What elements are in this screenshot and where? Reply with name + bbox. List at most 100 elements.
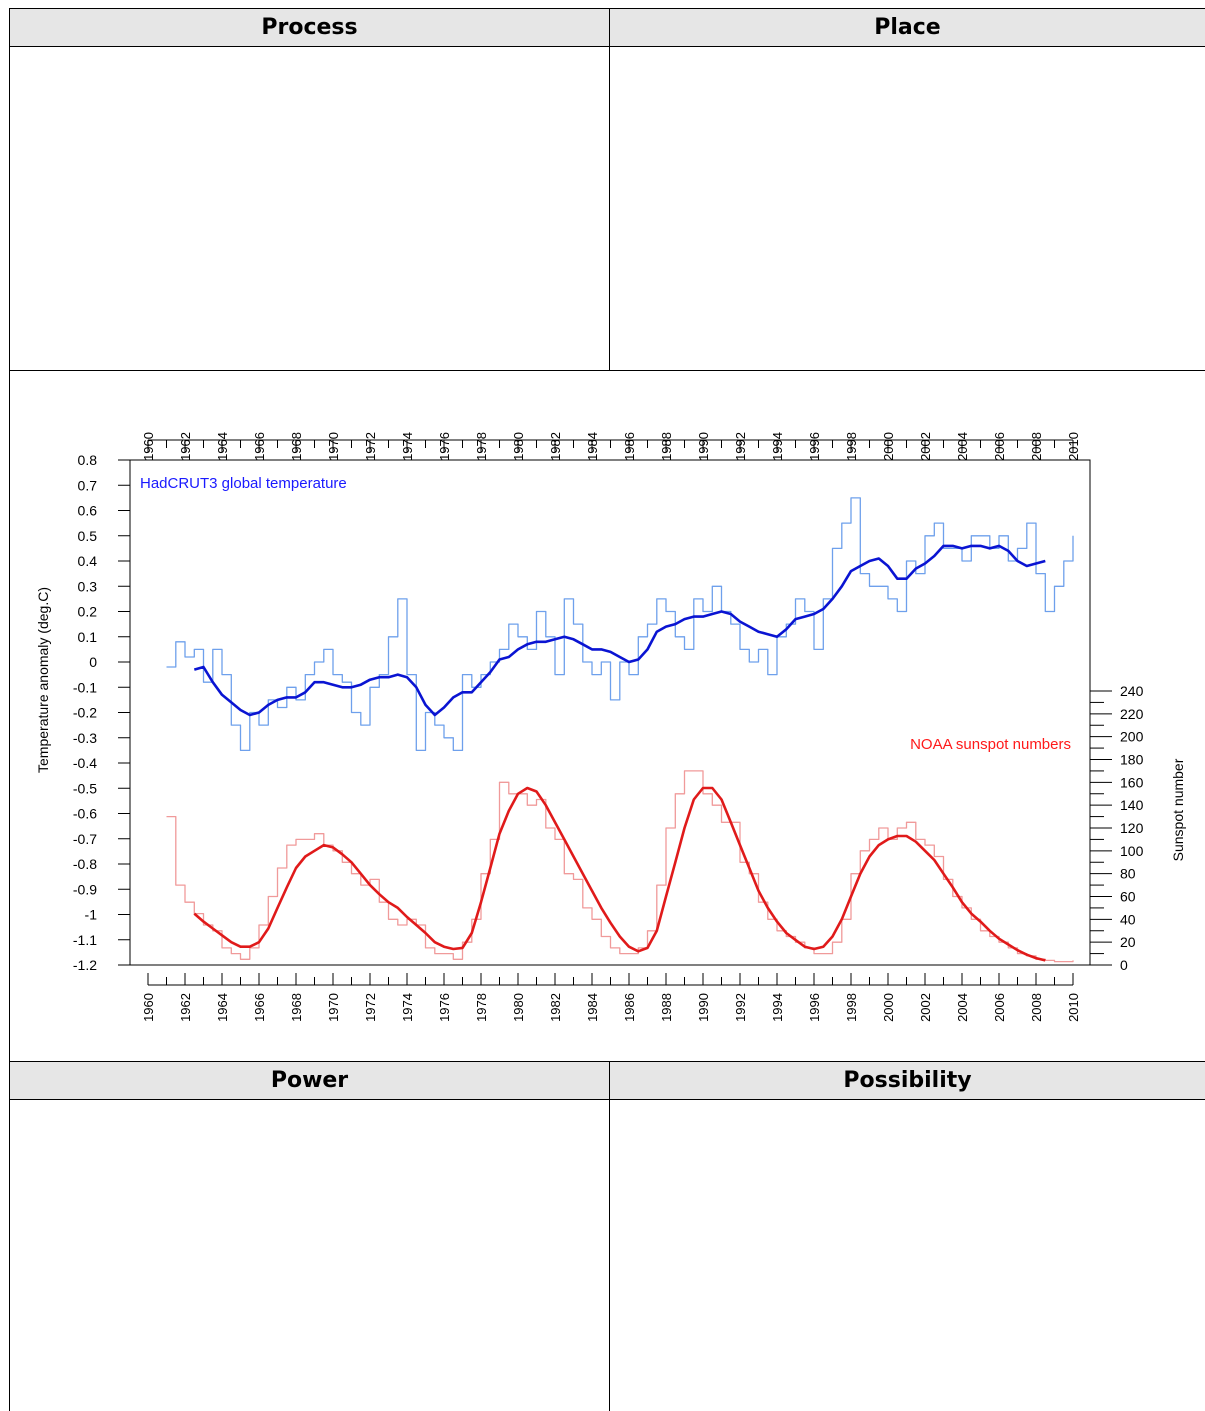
bottom-year-label: 2008: [1029, 993, 1044, 1022]
top-year-label: 1990: [696, 432, 711, 461]
top-year-label: 1962: [178, 432, 193, 461]
table-border-row3-header: [9, 1099, 1205, 1100]
header-possibility: Possibility: [610, 1062, 1205, 1100]
temperature-smoothed-line: [193, 544, 1046, 717]
header-place: Place: [610, 9, 1205, 47]
left-axis-tick-label: 0.8: [78, 452, 98, 468]
bottom-year-label: 2006: [992, 993, 1007, 1022]
right-axis-tick-label: 100: [1120, 843, 1144, 859]
temperature-raw-line: [166, 497, 1074, 752]
right-axis-tick-label: 120: [1120, 820, 1144, 836]
top-year-label: 1972: [363, 432, 378, 461]
bottom-year-label: 1966: [252, 993, 267, 1022]
top-year-label: 2006: [992, 432, 1007, 461]
right-axis-tick-label: 140: [1120, 797, 1144, 813]
bottom-year-label: 1990: [696, 993, 711, 1022]
bottom-year-label: 1960: [141, 993, 156, 1022]
header-possibility-label: Possibility: [843, 1068, 972, 1093]
bottom-year-label: 1996: [807, 993, 822, 1022]
left-axis-tick-label: -0.2: [73, 705, 97, 721]
left-axis-tick-label: 0.4: [78, 553, 98, 569]
right-axis-tick-label: 160: [1120, 774, 1144, 790]
bottom-year-label: 1972: [363, 993, 378, 1022]
table-divider-bottom: [609, 1061, 610, 1411]
header-power: Power: [10, 1062, 609, 1100]
sunspot-smoothed-line: [193, 786, 1046, 962]
top-year-label: 1982: [548, 432, 563, 461]
table-border-row1-header: [9, 46, 1205, 47]
left-axis-tick-label: -0.6: [73, 806, 97, 822]
left-axis-tick-label: 0.2: [78, 604, 98, 620]
bottom-year-label: 2000: [881, 993, 896, 1022]
right-axis-tick-label: 40: [1120, 911, 1136, 927]
bottom-year-label: 1986: [622, 993, 637, 1022]
left-axis-tick-label: -0.8: [73, 856, 97, 872]
bottom-year-label: 1976: [437, 993, 452, 1022]
top-year-label: 1974: [400, 432, 415, 461]
bottom-year-label: 1994: [770, 993, 785, 1022]
left-axis-tick-label: -0.4: [73, 755, 97, 771]
left-axis-tick-label: 0.1: [78, 629, 98, 645]
left-axis-tick-label: 0.7: [78, 477, 98, 493]
right-axis-tick-label: 200: [1120, 729, 1144, 745]
header-power-label: Power: [270, 1068, 349, 1093]
table-border-top: [9, 8, 1205, 9]
bottom-year-label: 1964: [215, 993, 230, 1022]
left-axis-label: Temperature anomaly (deg.C): [35, 587, 51, 773]
right-axis-tick-label: 20: [1120, 934, 1136, 950]
right-axis-tick-label: 220: [1120, 706, 1144, 722]
left-axis-tick-label: -0.1: [73, 679, 97, 695]
top-year-label: 1992: [733, 432, 748, 461]
top-year-label: 2004: [955, 432, 970, 461]
bottom-year-label: 1984: [585, 993, 600, 1022]
left-axis-tick-label: 0.3: [78, 578, 98, 594]
top-year-label: 2010: [1066, 432, 1081, 461]
left-axis-tick-label: -1.1: [73, 932, 97, 948]
table-border-row2-top: [9, 370, 1205, 371]
top-year-label: 1960: [141, 432, 156, 461]
left-axis-tick-label: -1: [85, 907, 98, 923]
right-axis-label: Sunspot number: [1170, 758, 1186, 861]
top-year-label: 1978: [474, 432, 489, 461]
left-axis-tick-label: 0: [89, 654, 97, 670]
plot-frame: [129, 459, 1091, 966]
top-year-label: 1994: [770, 432, 785, 461]
left-axis-tick-label: -0.3: [73, 730, 97, 746]
bottom-year-label: 1982: [548, 993, 563, 1022]
bottom-year-label: 1998: [844, 993, 859, 1022]
left-axis-tick-label: -0.9: [73, 881, 97, 897]
bottom-year-label: 1992: [733, 993, 748, 1022]
left-axis-tick-label: -1.2: [73, 957, 97, 973]
right-axis-tick-label: 80: [1120, 866, 1136, 882]
sunspot-annotation: NOAA sunspot numbers: [910, 736, 1071, 753]
bottom-year-label: 1962: [178, 993, 193, 1022]
bottom-year-label: 1988: [659, 993, 674, 1022]
bottom-year-label: 2010: [1066, 993, 1081, 1022]
bottom-year-axis: 1960 1962 1964 1966 1968 1970 1972 1974 1976 1978…: [141, 973, 1081, 1022]
table-border-row3-top: [9, 1061, 1205, 1062]
left-axis-tick-label: -0.5: [73, 780, 97, 796]
top-year-label: 1998: [844, 432, 859, 461]
bottom-year-label: 1974: [400, 993, 415, 1022]
top-year-label: 1968: [289, 432, 304, 461]
top-year-label: 1980: [511, 432, 526, 461]
top-year-label: 2000: [881, 432, 896, 461]
top-year-label: 1996: [807, 432, 822, 461]
left-axis-tick-label: 0.6: [78, 503, 98, 519]
header-process: Process: [10, 9, 609, 47]
right-axis-tick-label: 240: [1120, 683, 1144, 699]
top-year-label: 1988: [659, 432, 674, 461]
top-year-label: 1976: [437, 432, 452, 461]
sunspot-raw-line: [166, 770, 1074, 963]
top-year-axis: 1960 1962 1964 1966 1968 1970 1972 1974 1976 1978…: [141, 432, 1081, 461]
temperature-annotation: HadCRUT3 global temperature: [140, 475, 347, 492]
right-axis-tick-label: 0: [1120, 957, 1128, 973]
left-axis-tick-label: 0.5: [78, 528, 98, 544]
top-year-label: 1964: [215, 432, 230, 461]
bottom-year-label: 1968: [289, 993, 304, 1022]
chart-series: [166, 497, 1074, 963]
bottom-year-label: 1980: [511, 993, 526, 1022]
bottom-year-label: 1978: [474, 993, 489, 1022]
bottom-year-label: 1970: [326, 993, 341, 1022]
